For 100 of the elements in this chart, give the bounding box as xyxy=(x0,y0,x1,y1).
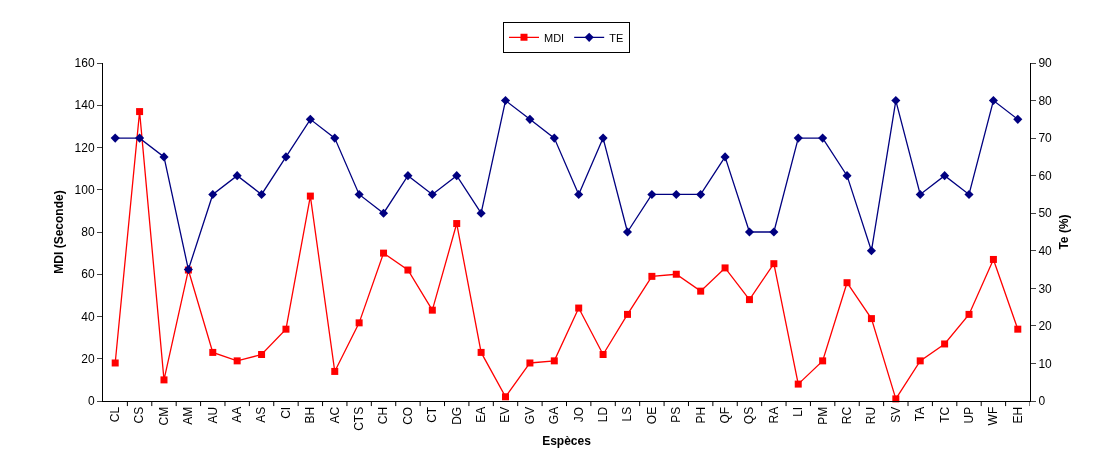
x-tick-label: LI xyxy=(791,406,806,417)
point xyxy=(452,171,462,181)
point xyxy=(696,189,706,199)
y2-tick-label: 50 xyxy=(1038,206,1053,221)
point xyxy=(281,152,291,162)
x-tick-label: QS xyxy=(742,406,757,425)
x-tick-label: AC xyxy=(327,406,342,424)
point xyxy=(891,96,901,106)
point xyxy=(476,208,486,218)
point xyxy=(622,227,633,237)
x-tick-label: CT xyxy=(425,406,440,423)
point xyxy=(526,359,534,367)
point xyxy=(111,359,119,367)
x-axis-title: Espèces xyxy=(542,433,592,448)
point xyxy=(964,189,974,199)
x-tick-label: AA xyxy=(230,406,245,423)
y2-tick-label: 90 xyxy=(1038,56,1053,71)
x-tick-label: CL xyxy=(108,406,123,423)
point xyxy=(258,351,266,359)
legend-label: TE xyxy=(609,31,624,44)
point xyxy=(209,348,217,356)
x-tick-label: OE xyxy=(644,406,659,425)
y-tick-label: 140 xyxy=(74,98,95,113)
point xyxy=(135,133,145,143)
point xyxy=(1014,325,1022,333)
point xyxy=(477,348,485,356)
x-tick-label: UP xyxy=(961,406,976,424)
point xyxy=(867,315,875,323)
point xyxy=(672,270,680,278)
point xyxy=(988,96,998,106)
x-tick-label: GV xyxy=(522,406,537,425)
x-tick-label: RU xyxy=(864,406,879,425)
point xyxy=(428,306,436,314)
x-tick-label: PS xyxy=(669,406,684,423)
point xyxy=(574,189,584,199)
x-tick-label: EH xyxy=(1010,406,1025,424)
x-tick-label: SV xyxy=(888,406,903,423)
point xyxy=(355,319,363,327)
point xyxy=(745,296,753,304)
point xyxy=(404,266,412,274)
y-axis-title: MDI (Seconde) xyxy=(51,190,66,274)
x-tick-label: CO xyxy=(400,406,415,425)
point xyxy=(330,133,340,143)
point xyxy=(305,114,315,124)
x-tick-label: BH xyxy=(303,406,318,424)
point xyxy=(599,351,607,359)
point xyxy=(233,357,241,365)
point xyxy=(866,246,876,256)
x-tick-label: DG xyxy=(449,406,464,425)
point xyxy=(160,376,168,384)
point xyxy=(744,227,755,237)
x-tick-label: LD xyxy=(595,406,610,423)
point xyxy=(306,192,314,200)
x-tick-label: JO xyxy=(571,406,586,423)
point xyxy=(989,255,997,263)
x-tick-label: PH xyxy=(693,406,708,424)
x-tick-label: CTS xyxy=(352,406,367,431)
x-tick-label: CM xyxy=(156,406,171,426)
point xyxy=(282,325,290,333)
point xyxy=(818,133,828,143)
y-tick-label: 20 xyxy=(81,351,95,366)
point xyxy=(378,208,389,218)
y-tick-label: 40 xyxy=(81,309,95,324)
x-tick-label: AU xyxy=(205,406,220,424)
point xyxy=(159,152,169,162)
x-tick-label: RA xyxy=(766,406,781,424)
x-tick-label: EV xyxy=(498,406,513,423)
y2-tick-label: 80 xyxy=(1038,93,1053,108)
point xyxy=(331,367,339,375)
point xyxy=(110,133,120,143)
point xyxy=(502,393,510,401)
point xyxy=(843,279,851,287)
point xyxy=(647,189,657,199)
x-tick-label: CH xyxy=(376,406,391,425)
point xyxy=(793,133,803,143)
y-tick-label: 120 xyxy=(74,140,95,155)
point xyxy=(720,152,730,162)
x-tick-label: PM xyxy=(815,406,830,425)
point xyxy=(380,249,388,257)
y-tick-label: 0 xyxy=(87,394,95,409)
point xyxy=(427,189,437,199)
point xyxy=(794,380,802,388)
point xyxy=(208,189,218,199)
y-tick-label: 160 xyxy=(74,56,95,71)
point xyxy=(965,310,973,318)
x-tick-label: TA xyxy=(913,406,928,422)
point xyxy=(769,227,779,237)
x-tick-label: GA xyxy=(547,406,562,425)
point xyxy=(842,171,852,181)
point xyxy=(721,264,729,272)
x-tick-label: CI xyxy=(278,406,293,419)
x-tick-label: TC xyxy=(937,406,952,423)
y2-tick-label: 70 xyxy=(1038,131,1053,146)
point xyxy=(915,189,925,199)
y2-axis-title: Te (%) xyxy=(1056,214,1071,250)
point xyxy=(575,304,583,312)
y2-tick-label: 30 xyxy=(1038,281,1053,296)
point xyxy=(525,114,535,124)
point xyxy=(500,96,511,106)
y2-tick-label: 60 xyxy=(1038,168,1053,183)
